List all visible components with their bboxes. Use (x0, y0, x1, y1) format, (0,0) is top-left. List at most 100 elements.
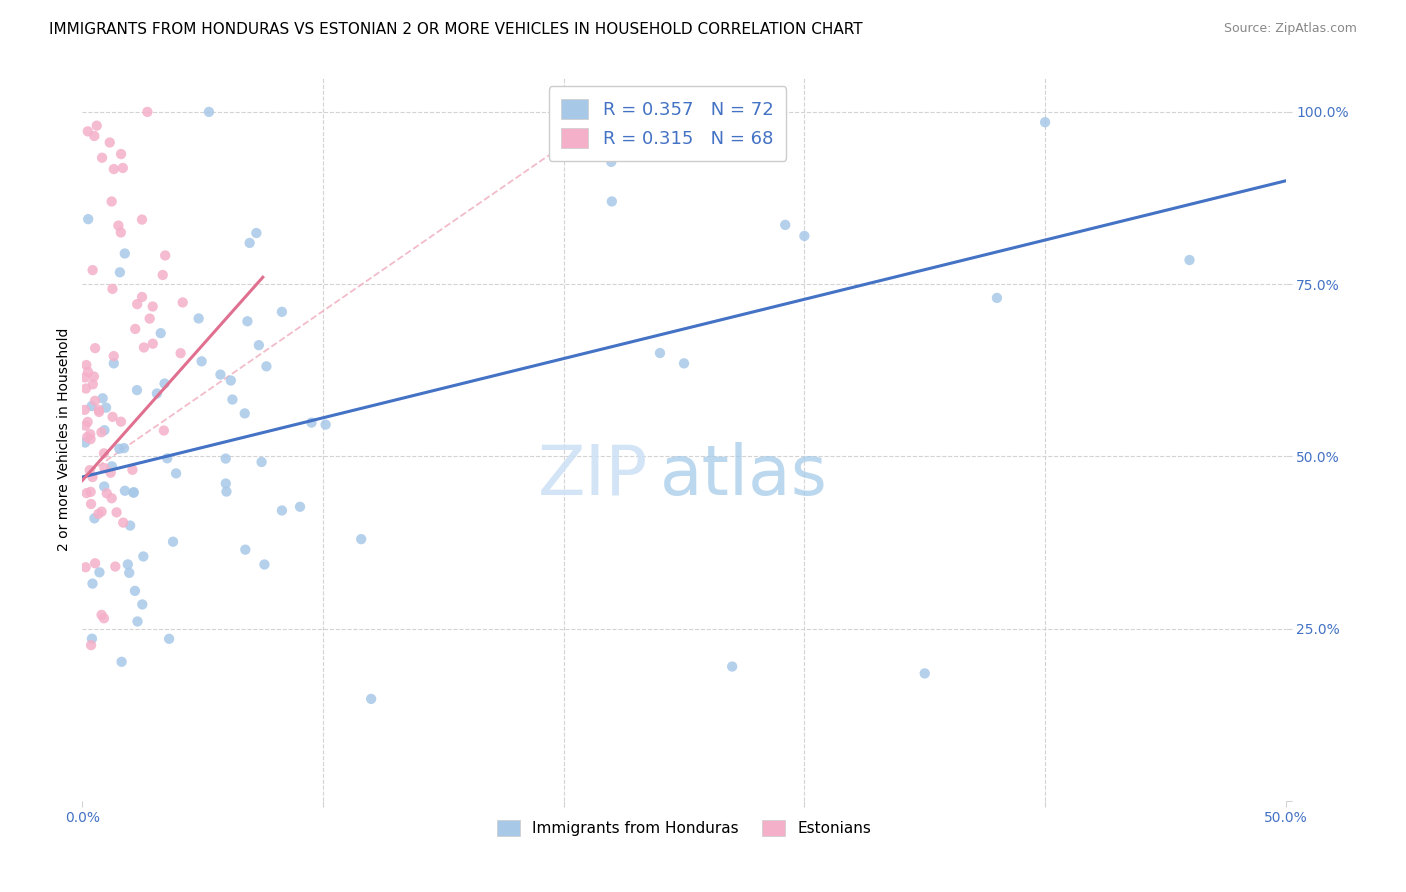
Point (648, 346, 671, 360)
Point (131, 212, 153, 227)
Point (84, 341, 107, 355)
Point (157, 632, 180, 646)
Point (94, 401, 117, 415)
Point (215, 484, 238, 499)
Point (93, 611, 115, 625)
Point (117, 558, 139, 572)
Point (84, 556, 107, 570)
Point (122, 485, 145, 500)
Point (127, 297, 149, 311)
Point (110, 226, 132, 240)
Point (127, 615, 149, 629)
Point (142, 300, 165, 314)
Point (215, 451, 238, 466)
Point (114, 483, 136, 498)
Point (165, 467, 187, 481)
Point (96, 486, 118, 500)
Point (87, 403, 110, 417)
Point (236, 314, 259, 328)
Point (77, 365, 100, 379)
Point (91, 391, 114, 405)
Point (136, 104, 159, 119)
Point (221, 392, 243, 407)
Point (75, 435, 97, 450)
Point (90, 425, 112, 440)
Point (124, 583, 146, 598)
Point (122, 485, 145, 500)
Point (125, 383, 148, 397)
Point (75, 358, 97, 372)
Point (80, 632, 103, 646)
Point (773, 218, 796, 232)
Point (110, 415, 132, 429)
Point (91, 151, 114, 165)
Point (101, 459, 124, 474)
Point (110, 147, 132, 161)
Point (914, 666, 936, 681)
Point (80, 638, 103, 652)
Point (110, 655, 132, 669)
Point (986, 291, 1008, 305)
Point (172, 295, 194, 310)
Point (350, 532, 373, 546)
Point (83, 128, 105, 143)
Text: atlas: atlas (659, 442, 828, 508)
Point (245, 226, 267, 240)
Point (169, 346, 191, 360)
Point (118, 566, 141, 580)
Point (219, 374, 242, 388)
Point (162, 534, 184, 549)
Point (75, 382, 97, 396)
Point (100, 194, 122, 209)
Y-axis label: 2 or more Vehicles in Household: 2 or more Vehicles in Household (58, 327, 72, 551)
Point (76, 486, 98, 500)
Point (108, 265, 131, 279)
Point (673, 356, 696, 370)
Point (90, 607, 112, 622)
Point (1033, 115, 1056, 129)
Point (77, 212, 100, 227)
Point (83, 511, 105, 525)
Point (93, 479, 115, 493)
Point (75, 560, 97, 574)
Point (107, 219, 129, 233)
Point (101, 282, 124, 296)
Point (103, 356, 125, 370)
Point (80, 497, 103, 511)
Point (142, 336, 165, 351)
Point (87, 405, 110, 419)
Point (124, 322, 146, 336)
Point (114, 246, 136, 260)
Point (84, 393, 107, 408)
Point (138, 311, 160, 326)
Point (131, 598, 153, 612)
Point (86, 119, 108, 133)
Point (82, 377, 104, 392)
Point (121, 463, 143, 477)
Point (76, 415, 98, 429)
Point (156, 451, 179, 466)
Text: Source: ZipAtlas.com: Source: ZipAtlas.com (1223, 22, 1357, 36)
Point (288, 500, 311, 514)
Point (83, 369, 105, 384)
Point (187, 311, 209, 326)
Point (73, 402, 96, 417)
Point (79, 427, 101, 442)
Point (146, 386, 169, 401)
Point (153, 424, 176, 438)
Legend: Immigrants from Honduras, Estonians: Immigrants from Honduras, Estonians (489, 812, 879, 844)
Point (120, 518, 142, 533)
Point (112, 441, 135, 455)
Point (250, 455, 273, 469)
Point (360, 692, 382, 706)
Point (80, 399, 103, 413)
Point (301, 416, 323, 430)
Point (271, 503, 294, 517)
Point (132, 549, 155, 564)
Point (79, 484, 101, 499)
Point (76, 124, 98, 138)
Text: IMMIGRANTS FROM HONDURAS VS ESTONIAN 2 OR MORE VEHICLES IN HOUSEHOLD CORRELATION: IMMIGRANTS FROM HONDURAS VS ESTONIAN 2 O… (49, 22, 863, 37)
Point (100, 491, 122, 506)
Point (247, 338, 270, 352)
Point (254, 359, 277, 374)
